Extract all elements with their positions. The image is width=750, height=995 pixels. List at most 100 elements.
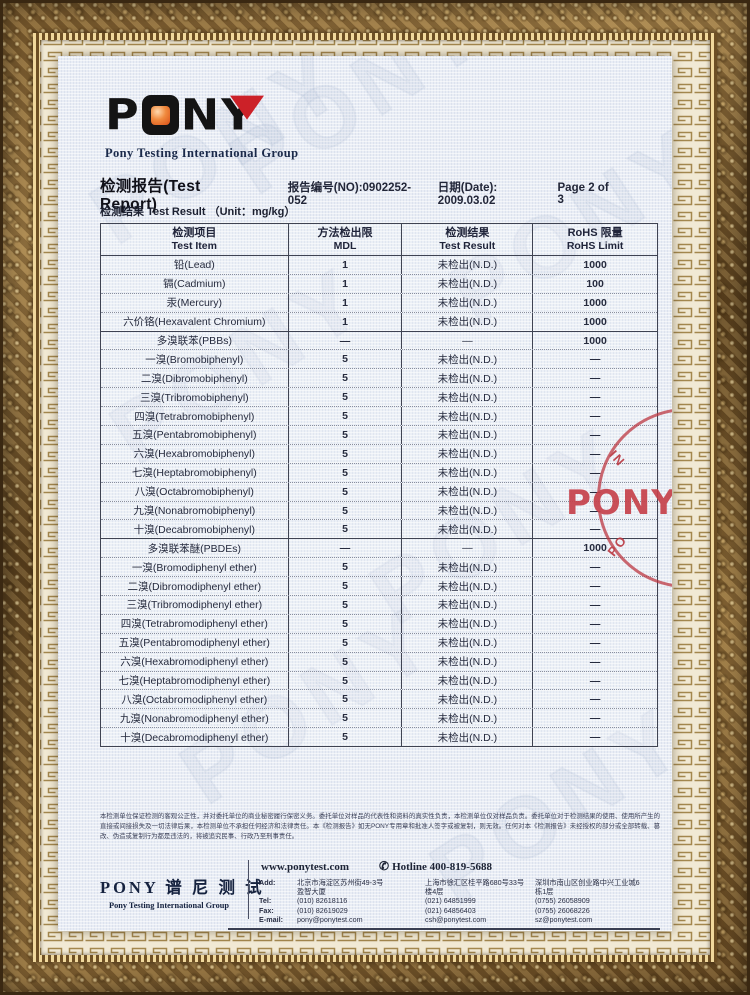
cell-mdl: 5 [289,388,403,407]
logo-o-icon [141,95,179,135]
cell-result: 未检出(N.D.) [402,388,534,407]
cell-result: 未检出(N.D.) [402,501,534,520]
cell-item: 五溴(Pentabromodiphenyl ether) [101,633,289,652]
cell-limit: — [589,561,601,574]
cell-mdl: 1 [289,256,403,274]
cell-result: 未检出(N.D.) [402,614,534,633]
office-2-add: 深圳市南山区创业路中兴工业城6 栋1层 [535,878,640,896]
cell-limit: 1000 [583,258,607,271]
cell-limit: — [589,504,601,517]
cell-item: 四溴(Tetrabromobiphenyl) [101,407,289,426]
table-row: 六溴(Hexabromobiphenyl) 5 未检出(N.D.) — [101,443,657,463]
cell-mdl: — [289,331,403,350]
cell-item: 六价铬(Hexavalent Chromium) [101,312,289,331]
header-rohs-limit-en: RoHS Limit [566,240,624,252]
cell-item: 十溴(Decabromodiphenyl ether) [101,728,289,747]
cell-item: 六溴(Hexabromodiphenyl ether) [101,652,289,671]
cell-limit: — [589,428,601,441]
cell-item: 多溴联苯(PBBs) [101,331,289,350]
cell-item: 一溴(Bromobiphenyl) [101,350,289,369]
website-link: www.ponytest.com [261,860,349,873]
cell-mdl: 5 [289,520,403,539]
header-test-item-cn: 检测项目 [172,227,217,239]
cell-item: 八溴(Octabromobiphenyl) [101,482,289,501]
cell-mdl: — [289,539,403,558]
cell-limit: — [589,447,601,460]
cell-limit: — [589,466,601,479]
cell-limit: 1000 [583,296,607,309]
cell-mdl: 5 [289,709,403,728]
cell-mdl: 5 [289,463,403,482]
table-row: 多溴联苯(PBBs) — —1000 [101,330,657,350]
test-report-page: PONY PONY PONY PONY PONY PONY PONY P N Y Pony … [58,56,672,931]
cell-limit: — [589,693,601,706]
cell-item: 三溴(Tribromodiphenyl ether) [101,596,289,614]
contact-label-tel: Tel: [259,896,272,906]
table-row: 十溴(Decabromodiphenyl ether) 5 未检出(N.D.) — [101,727,657,747]
office-2-email: sz@ponytest.com [535,915,593,925]
cell-mdl: 5 [289,728,403,747]
cell-limit: 1000 [583,542,607,555]
stamp-arc-top-text: IN [606,447,629,470]
cell-mdl: 5 [289,633,403,652]
cell-result: — [402,331,534,350]
table-row: 九溴(Nonabromodiphenyl ether) 5 未检出(N.D.) — [101,708,657,728]
report-title: 检测报告(Test Report) [100,178,201,213]
office-1-add: 上海市徐汇区桂平路680号33号 楼4层 [425,878,525,896]
table-row: 六溴(Hexabromodiphenyl ether) 5 未检出(N.D.) — [101,651,657,671]
header-mdl: 方法检出限 MDL [289,224,403,255]
table-row: 五溴(Pentabromobiphenyl) 5 未检出(N.D.) — [101,425,657,444]
pony-logo: P N Y Pony Testing International Group [105,92,299,161]
table-row: 四溴(Tetrabromobiphenyl) 5 未检出(N.D.) — [101,406,657,426]
cell-item: 镉(Cadmium) [101,274,289,293]
cell-limit: — [589,410,601,423]
result-heading: 检测结果 Test Result （Unit：mg/kg） [100,206,296,218]
office-0-fax: (010) 82619029 [297,905,348,915]
report-title-row: 检测报告(Test Report) 报告编号(NO):0902252-052 日… [100,174,656,214]
contact-label-email: E-mail: [259,915,283,925]
footer: PONY 谱 尼 测 试 Pony Testing International … [100,858,660,925]
footer-brand-en: Pony Testing International Group [109,901,229,910]
logo-letter-n: N [180,90,221,140]
cell-result: 未检出(N.D.) [402,633,534,652]
cell-result: 未检出(N.D.) [402,426,534,444]
cell-result: 未检出(N.D.) [402,728,534,747]
logo-orange-square-icon [150,105,170,125]
table-row: 六价铬(Hexavalent Chromium) 1 未检出(N.D.) 1000 [101,311,657,331]
cell-limit: — [589,353,601,366]
cell-mdl: 1 [289,274,403,293]
cell-mdl: 5 [289,426,403,444]
office-0-tel: (010) 82618116 [297,896,348,906]
report-date: 日期(Date): 2009.03.02 [437,182,498,207]
cell-mdl: 5 [289,690,403,709]
office-2-tel: (0755) 26058909 [535,896,590,906]
table-row: 二溴(Dibromodiphenyl ether) 5 未检出(N.D.) — [101,576,657,596]
cell-item: 二溴(Dibromobiphenyl) [101,369,289,388]
page-indicator: Page 2 of 3 [557,182,609,206]
table-row: 五溴(Pentabromodiphenyl ether) 5 未检出(N.D.) — [101,632,657,652]
table-rows: 铅(Lead) 1 未检出(N.D.) 1000 镉(Cadmium) 1 未检出(N.D.… [101,256,657,747]
footer-brand-cn: PONY 谱 尼 测 试 [100,878,265,897]
office-1-fax: (021) 64856403 [425,905,476,915]
cell-mdl: 1 [289,312,403,331]
cell-result: 未检出(N.D.) [402,671,534,690]
table-row: 一溴(Bromobiphenyl) 5 未检出(N.D.) — [101,349,657,369]
cell-item: 五溴(Pentabromobiphenyl) [101,426,289,444]
cell-mdl: 5 [289,444,403,463]
logo-red-triangle-icon [229,95,264,120]
test-result-table: 检测项目 Test Item 方法检出限 MDL 检测结果 Test Resul… [100,223,658,748]
cell-result: 未检出(N.D.) [402,256,534,274]
cell-item: 六溴(Hexabromobiphenyl) [101,444,289,463]
cell-result: 未检出(N.D.) [402,690,534,709]
cell-limit: — [589,523,601,536]
table-row: 八溴(Octabromobiphenyl) 5 未检出(N.D.) — [101,481,657,501]
table-row: 铅(Lead) 1 未检出(N.D.) 1000 [101,256,657,274]
pony-logo-word: P N Y [105,92,299,138]
cell-item: 八溴(Octabromodiphenyl ether) [101,690,289,709]
table-row: 多溴联苯醚(PBDEs) — —1000 [101,538,657,558]
cell-mdl: 5 [289,596,403,614]
table-row: 十溴(Decabromobiphenyl) 5 未检出(N.D.) — [101,519,657,539]
table-row: 四溴(Tetrabromodiphenyl ether) 5 未检出(N.D.) — [101,613,657,633]
footer-divider [248,860,249,919]
cell-limit: — [589,485,601,498]
